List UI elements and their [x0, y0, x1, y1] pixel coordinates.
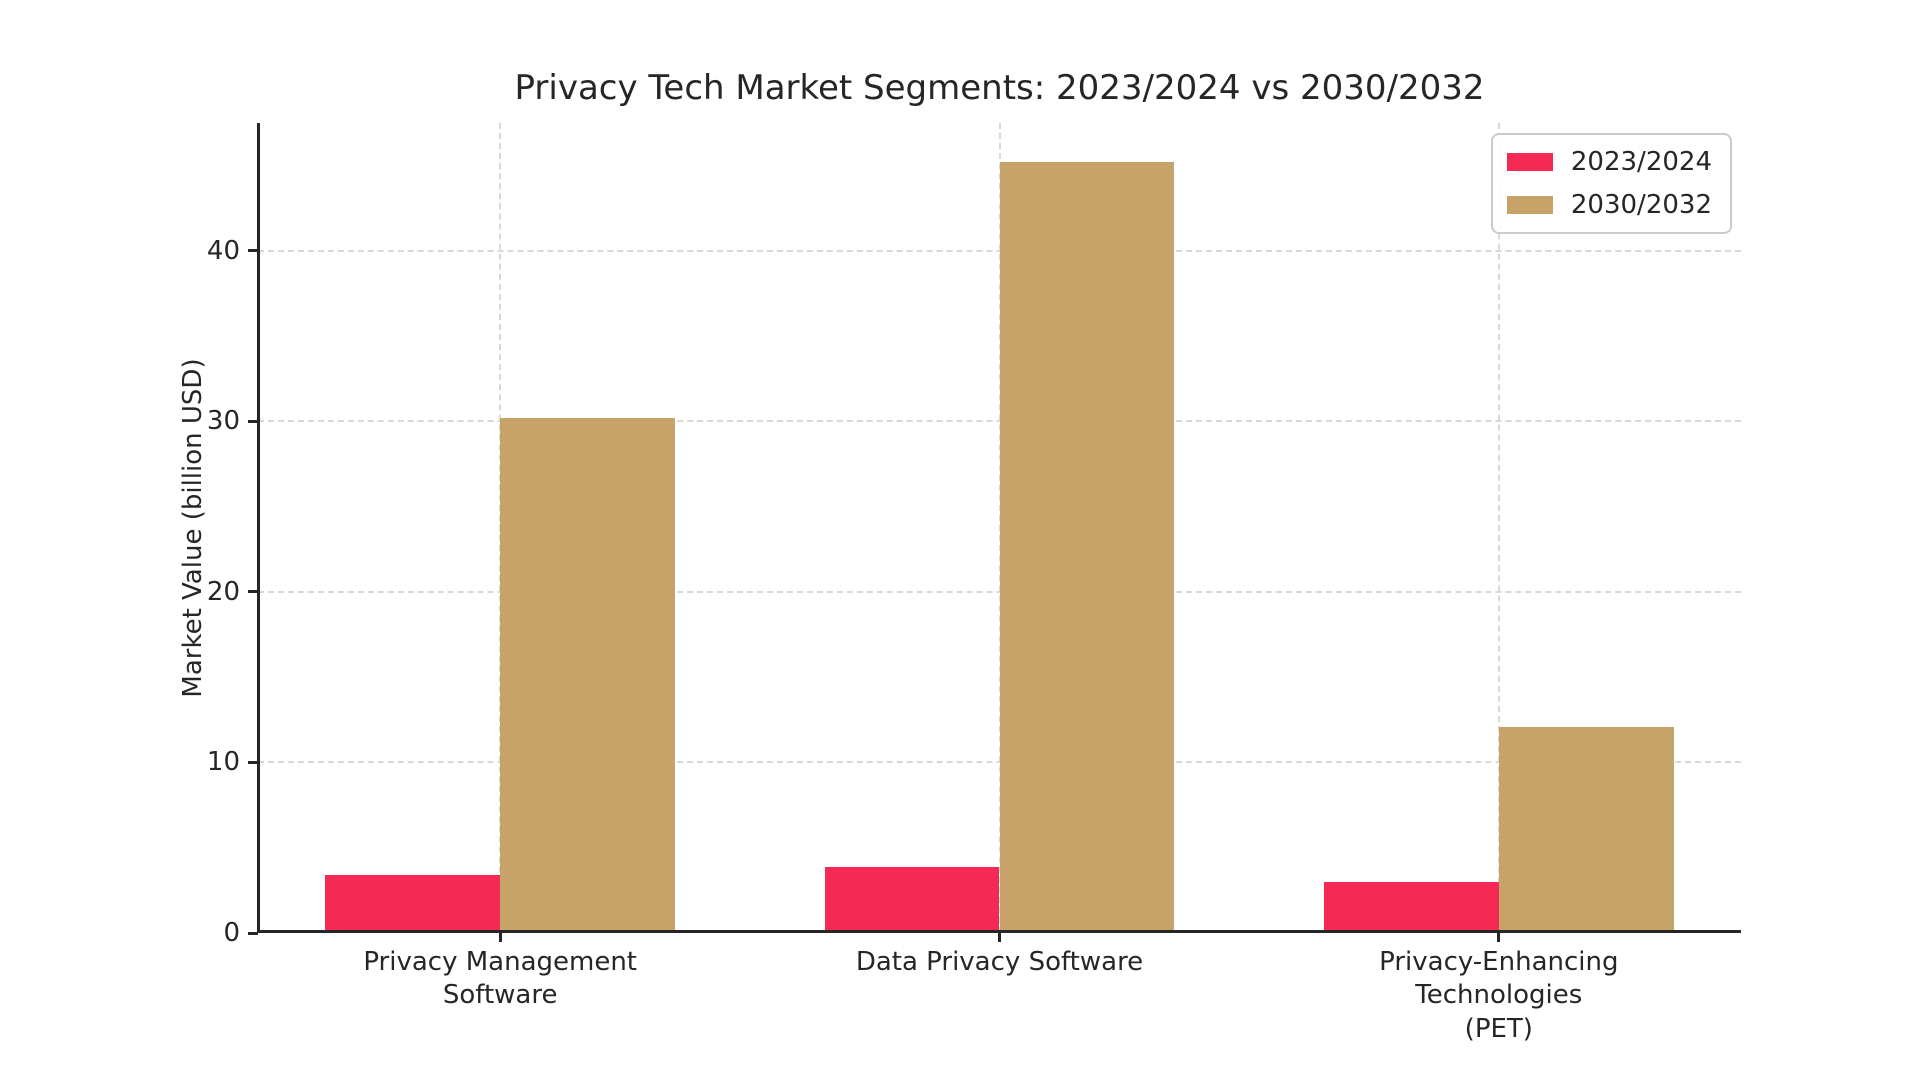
legend-label: 2030/2032 [1570, 190, 1712, 220]
bar [1498, 726, 1674, 933]
bar [500, 418, 675, 933]
x-tick-label: Privacy Management Software [363, 947, 638, 1011]
bar-layer [258, 123, 1741, 933]
x-axis-spine [257, 930, 1741, 933]
y-tick-label: 30 [206, 406, 240, 437]
y-tick [248, 249, 258, 253]
y-tick [248, 590, 258, 594]
bar [325, 875, 501, 933]
y-tick-label: 10 [206, 747, 240, 778]
legend-swatch [1506, 196, 1553, 214]
legend-item: 2023/2024 [1506, 147, 1712, 177]
y-tick [248, 931, 258, 935]
bar [999, 162, 1175, 933]
vertical-gridline [1497, 123, 1500, 933]
y-tick-label: 40 [206, 235, 240, 266]
chart-title: Privacy Tech Market Segments: 2023/2024 … [514, 68, 1485, 108]
legend: 2023/2024 2030/2032 [1490, 133, 1732, 234]
bar [824, 866, 1000, 933]
x-tick [1497, 933, 1501, 942]
y-tick [248, 419, 258, 423]
x-tick [498, 933, 502, 942]
legend-item: 2030/2032 [1506, 190, 1712, 220]
y-axis-spine [257, 123, 260, 933]
x-tick-label: Data Privacy Software [855, 947, 1144, 977]
x-tick-label: Privacy-Enhancing Technologies (PET) [1379, 947, 1619, 1044]
plot-area: 0 10 20 30 40 Privacy Management Software Data… [207, 123, 1741, 1044]
bar [1324, 881, 1499, 933]
axis-layer: 0 10 20 30 40 Privacy Management Software Data… [207, 123, 1741, 1044]
y-tick-label: 20 [206, 576, 240, 607]
legend-label: 2023/2024 [1570, 147, 1712, 177]
x-tick [998, 933, 1001, 942]
y-tick [248, 760, 258, 764]
y-tick-label: 0 [223, 918, 240, 948]
legend-swatch [1506, 153, 1553, 171]
